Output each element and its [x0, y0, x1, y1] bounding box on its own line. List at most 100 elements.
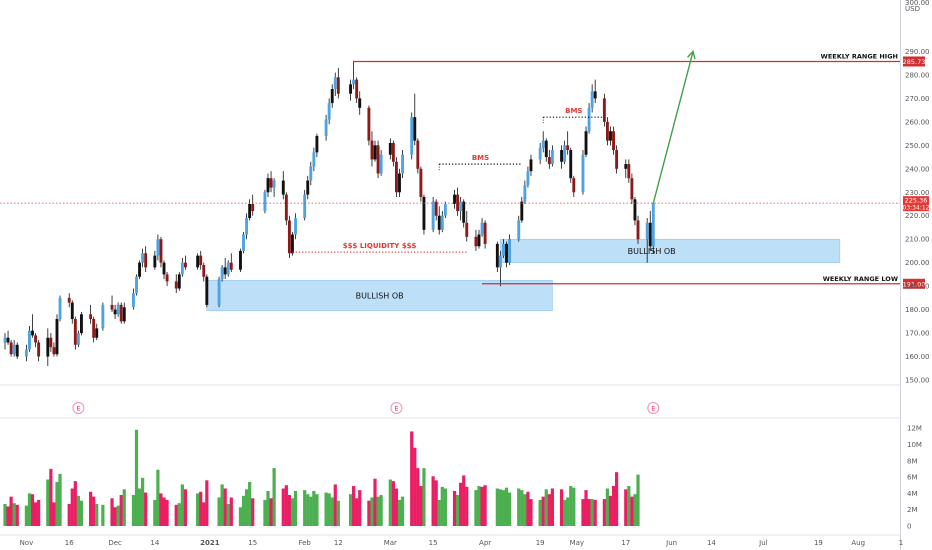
volume-bar — [547, 494, 551, 526]
candle-body — [624, 164, 628, 169]
volume-bar — [266, 490, 270, 526]
candle-body — [398, 173, 401, 193]
volume-bar — [608, 495, 613, 526]
candle-body — [205, 276, 209, 305]
date-tick-label: 16 — [65, 539, 74, 547]
candle-body — [34, 335, 38, 343]
candle-body — [49, 337, 53, 348]
volume-bar — [49, 468, 53, 526]
volume-bar — [37, 499, 41, 526]
volume-bar — [110, 498, 114, 526]
candle-body — [46, 337, 50, 357]
level-label: WEEKLY RANGE LOW — [823, 275, 898, 283]
candle-body — [229, 262, 233, 270]
candle-body — [330, 89, 334, 104]
volume-bar — [367, 500, 371, 526]
volume-bar — [67, 503, 71, 526]
volume-bar — [605, 488, 610, 526]
candle-body — [312, 152, 316, 167]
volume-bar — [248, 481, 252, 526]
date-tick-label: 15 — [429, 539, 438, 547]
volume-bar — [373, 478, 377, 526]
volume-bar — [159, 493, 163, 526]
candle-body — [498, 255, 502, 268]
date-tick-label: Feb — [298, 539, 311, 547]
volume-bar — [563, 499, 567, 526]
date-tick-label: Apr — [479, 539, 491, 547]
candle-body — [242, 234, 245, 251]
earnings-label: E — [76, 405, 80, 413]
volume-bar — [465, 486, 469, 526]
volume-bar — [303, 490, 307, 526]
candle-body — [70, 302, 74, 319]
candle-body — [31, 330, 34, 336]
volume-bar — [165, 499, 169, 526]
candle-body — [609, 131, 612, 141]
earnings-marker[interactable] — [390, 402, 403, 414]
volume-bar — [544, 489, 548, 526]
volume-bar — [229, 497, 233, 526]
candle-body — [156, 239, 160, 256]
volume-bar — [443, 488, 447, 526]
volume-bar — [131, 495, 136, 526]
candle-body — [141, 253, 145, 263]
volume-bar — [177, 503, 181, 526]
volume-bar — [122, 489, 126, 526]
date-tick-label: Mar — [384, 539, 397, 547]
candle-body — [67, 297, 71, 303]
earnings-marker[interactable] — [72, 402, 85, 414]
candle-body — [119, 304, 123, 322]
candle-body — [281, 180, 285, 195]
volume-bar — [226, 503, 230, 526]
price-tick-label: 180.00 — [905, 306, 930, 314]
candle-body — [394, 161, 398, 193]
candle-body — [520, 201, 524, 221]
volume-bar — [526, 491, 530, 526]
candle-body — [220, 267, 224, 280]
volume-bar — [3, 503, 7, 526]
earnings-label: E — [651, 405, 655, 413]
candle-body — [416, 140, 420, 169]
candle-body — [483, 222, 487, 244]
volume-tick-label: 10M — [907, 441, 922, 449]
earnings-marker[interactable] — [647, 402, 660, 414]
volume-bar — [483, 485, 487, 526]
volume-bar — [113, 507, 117, 526]
candle-body — [480, 222, 484, 235]
candle-body — [529, 159, 533, 172]
volume-bar — [79, 500, 84, 526]
current-price-tag — [903, 196, 929, 212]
current-price-text: 225.36 — [905, 197, 928, 205]
candle-body — [388, 142, 392, 155]
candle-body — [563, 145, 567, 162]
candle-body — [538, 147, 542, 160]
volume-bar — [636, 474, 640, 526]
date-tick-label: 2021 — [200, 539, 220, 547]
volume-bar — [119, 495, 123, 526]
volume-bar — [196, 493, 200, 526]
volume-bar — [391, 481, 395, 526]
candlesticks — [3, 60, 655, 366]
candle-body — [153, 255, 157, 268]
candle-body — [636, 220, 640, 240]
volume-bar — [33, 502, 38, 526]
countdown-text: 03:34:12 — [903, 205, 930, 212]
price-tick-label: 250.00 — [905, 142, 930, 150]
candle-body — [633, 199, 637, 221]
candle-body — [226, 262, 230, 275]
candle-body — [162, 262, 166, 275]
volume-bar — [202, 502, 206, 526]
candle-body — [199, 255, 203, 266]
date-tick-label: 14 — [150, 539, 159, 547]
candle-body — [263, 192, 267, 212]
date-tick-label: Dec — [108, 539, 122, 547]
price-tick-label: 190.00 — [905, 283, 930, 291]
price-tick-label: 210.00 — [905, 236, 930, 244]
candle-body — [572, 178, 576, 193]
volume-bar — [572, 487, 576, 526]
volume-bar — [504, 487, 509, 526]
price-tick-label: 170.00 — [905, 330, 930, 338]
candle-body — [202, 265, 206, 277]
volume-tick-label: 12M — [907, 425, 922, 433]
